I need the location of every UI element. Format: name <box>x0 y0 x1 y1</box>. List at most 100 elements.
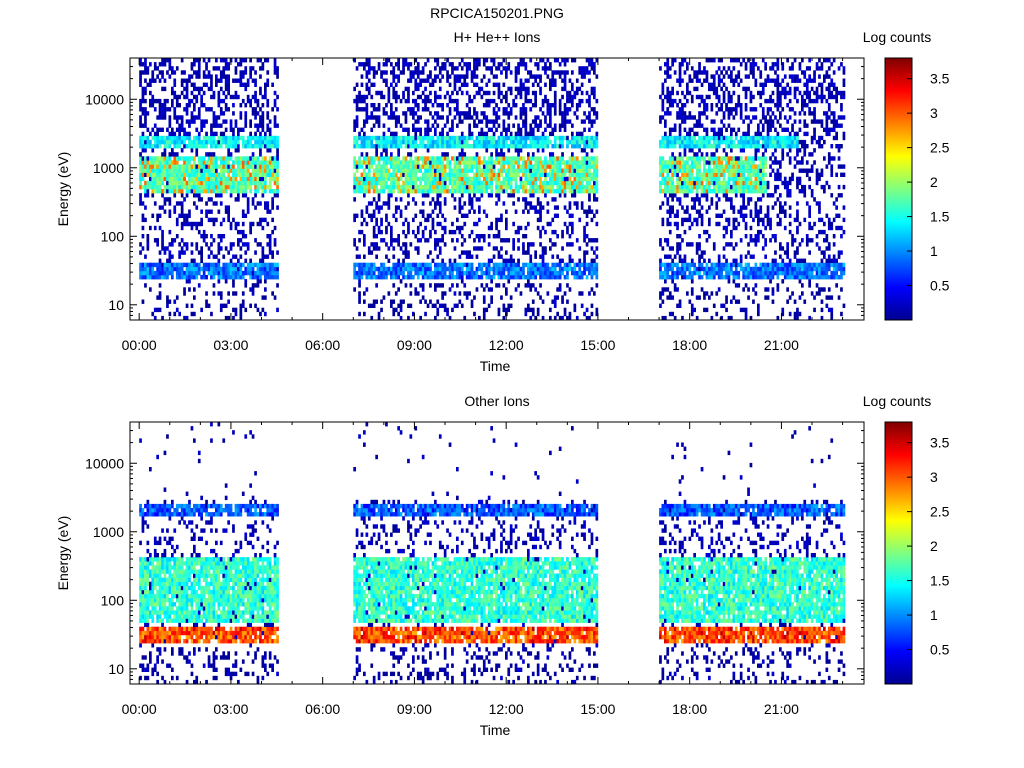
spectrogram-cell <box>568 78 572 83</box>
spectrogram-cell <box>144 254 147 259</box>
spectrogram-cell <box>246 262 250 268</box>
spectrogram-cell <box>234 262 238 268</box>
spectrogram-cell <box>190 66 194 71</box>
spectrogram-cell <box>465 275 469 280</box>
spectrogram-cell <box>254 131 257 137</box>
spectrogram-cell <box>197 189 201 194</box>
spectrogram-cell <box>458 254 462 259</box>
spectrogram-cell <box>232 180 235 186</box>
spectrogram-cell <box>546 139 550 145</box>
spectrogram-cell <box>443 307 447 313</box>
spectrogram-cell <box>180 58 184 63</box>
spectrogram-cell <box>438 70 442 75</box>
spectrogram-cell <box>678 299 682 304</box>
spectrogram-cell <box>360 229 364 235</box>
spectrogram-cell <box>536 168 540 173</box>
spectrogram-cell <box>251 135 255 141</box>
spectrogram-cell <box>190 311 194 317</box>
spectrogram-cell <box>678 270 682 276</box>
spectrogram-cell <box>463 189 467 194</box>
spectrogram-cell <box>509 270 513 276</box>
spectrogram-cell <box>448 139 452 145</box>
spectrogram-cell <box>183 217 186 223</box>
spectrogram-cell <box>441 156 444 161</box>
spectrogram-cell <box>273 103 277 108</box>
spectrogram-cell <box>509 172 513 177</box>
spectrogram-cell <box>355 254 359 259</box>
spectrogram-cell <box>227 74 230 79</box>
spectrogram-cell <box>254 275 257 280</box>
spectrogram-cell <box>149 62 152 67</box>
spectrogram-cell <box>671 205 674 210</box>
spectrogram-cell <box>409 291 413 296</box>
spectrogram-cell <box>480 270 484 276</box>
spectrogram-cell <box>161 266 164 272</box>
spectrogram-cell <box>370 103 374 108</box>
spectrogram-cell <box>575 135 579 141</box>
spectrogram-cell <box>546 262 550 268</box>
spectrogram-cell <box>460 270 464 276</box>
spectrogram-cell <box>195 262 199 268</box>
spectrogram-cell <box>212 111 216 116</box>
spectrogram-cell <box>661 90 665 96</box>
spectrogram-cell <box>453 74 457 79</box>
spectrogram-cell <box>595 189 599 194</box>
spectrogram-cell <box>241 193 245 198</box>
spectrogram-cell <box>273 262 277 268</box>
spectrogram-cell <box>678 160 682 165</box>
spectrogram-cell <box>568 119 572 124</box>
spectrogram-cell <box>458 266 462 272</box>
spectrogram-cell <box>553 98 557 104</box>
spectrogram-cell <box>273 168 277 173</box>
spectrogram-cell <box>180 246 184 251</box>
spectrogram-cell <box>497 90 501 96</box>
spectrogram-cell <box>470 299 474 304</box>
spectrogram-cell <box>514 103 518 108</box>
spectrogram-cell <box>470 144 474 149</box>
spectrogram-cell <box>470 160 474 165</box>
spectrogram-cell <box>363 160 366 165</box>
spectrogram-cell <box>241 189 245 194</box>
spectrogram-cell <box>390 180 393 186</box>
spectrogram-cell <box>175 275 179 280</box>
spectrogram-cell <box>470 275 474 280</box>
spectrogram-cell <box>385 225 388 231</box>
spectrogram-cell <box>239 238 243 243</box>
spectrogram-cell <box>397 119 400 124</box>
spectrogram-cell <box>595 164 599 169</box>
spectrogram-cell <box>659 115 662 120</box>
spectrogram-cell <box>385 180 388 186</box>
spectrogram-cell <box>502 176 506 182</box>
spectrogram-cell <box>251 94 255 100</box>
spectrogram-cell <box>173 266 177 272</box>
spectrogram-cell <box>365 115 369 120</box>
spectrogram-cell <box>534 176 537 182</box>
spectrogram-cell <box>595 176 599 182</box>
spectrogram-cell <box>365 156 369 161</box>
spectrogram-cell <box>239 168 243 173</box>
spectrogram-cell <box>527 270 530 276</box>
spectrogram-cell <box>436 58 440 63</box>
spectrogram-cell <box>217 78 221 83</box>
spectrogram-cell <box>500 172 503 177</box>
spectrogram-cell <box>139 115 142 120</box>
spectrogram-cell <box>517 258 520 263</box>
spectrogram-cell <box>485 139 489 145</box>
spectrogram-cell <box>563 189 567 194</box>
spectrogram-cell <box>246 176 250 182</box>
spectrogram-cell <box>144 275 147 280</box>
spectrogram-cell <box>193 311 196 317</box>
spectrogram-cell <box>551 74 555 79</box>
spectrogram-cell <box>237 172 240 177</box>
spectrogram-cell <box>580 303 584 308</box>
spectrogram-cell <box>681 58 684 63</box>
spectrogram-cell <box>436 270 440 276</box>
spectrogram-cell <box>453 184 457 190</box>
spectrogram-cell <box>590 172 594 177</box>
spectrogram-cell <box>163 172 167 177</box>
spectrogram-cell <box>249 119 252 124</box>
spectrogram-cell <box>534 315 537 321</box>
spectrogram-cell <box>210 209 213 214</box>
spectrogram-cell <box>173 107 177 112</box>
spectrogram-cell <box>249 103 252 108</box>
